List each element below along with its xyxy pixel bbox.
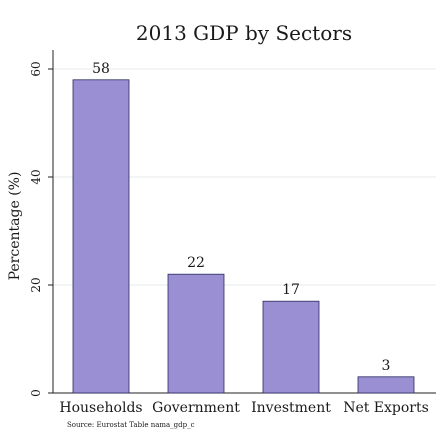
data-labels: 58 22 17 3 [92, 61, 390, 374]
y-tick-label: 0 [29, 389, 43, 397]
y-tick-label: 20 [29, 277, 43, 292]
category-label: Government [152, 400, 240, 416]
category-label: Households [59, 400, 142, 416]
data-label: 3 [382, 358, 391, 374]
y-tick-labels: 0 20 40 60 [29, 61, 43, 396]
bar-government [167, 273, 225, 394]
category-labels: Households Government Investment Net Export… [59, 400, 428, 416]
bars [72, 79, 415, 394]
data-label: 58 [92, 61, 110, 77]
y-tick-label: 40 [29, 169, 43, 184]
bar-households [72, 79, 130, 394]
y-tick-label: 60 [29, 61, 43, 76]
bar-net-exports [357, 376, 415, 394]
data-label: 22 [187, 255, 205, 271]
data-label: 17 [282, 282, 300, 298]
bar-investment [262, 300, 320, 394]
category-label: Investment [251, 400, 331, 416]
chart-title: 2013 GDP by Sectors [136, 21, 352, 45]
y-axis-label: Percentage (%) [7, 172, 23, 281]
category-label: Net Exports [343, 400, 429, 416]
source-note: Source: Eurostat Table nama_gdp_c [67, 421, 195, 429]
